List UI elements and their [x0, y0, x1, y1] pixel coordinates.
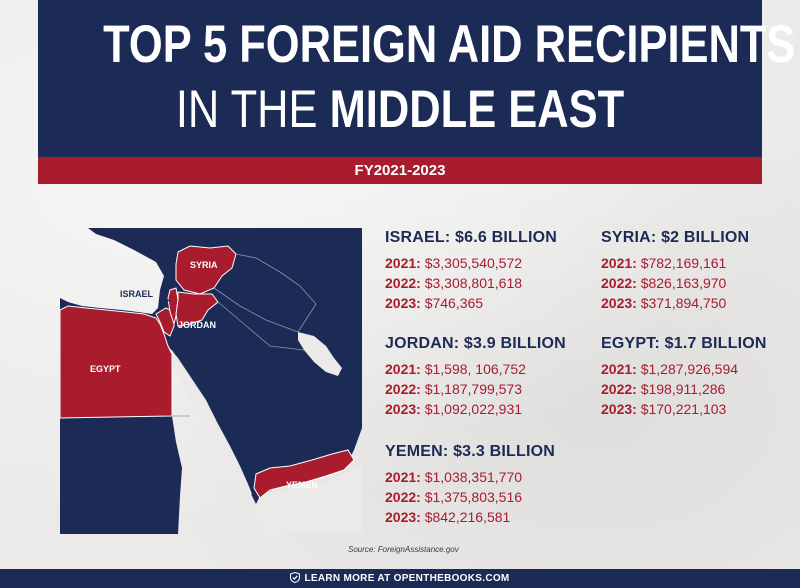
period-banner: FY2021-2023: [38, 157, 762, 184]
jordan-row-2023: 2023: $1,092,022,931: [385, 399, 566, 419]
amount-value: $826,163,970: [640, 275, 727, 291]
map-persian-gulf: [298, 332, 342, 376]
israel-row-2021: 2021: $3,305,540,572: [385, 253, 557, 273]
map-gulf-of-aden: [256, 464, 362, 534]
amount-value: $1,287,926,594: [640, 361, 739, 377]
year-label: 2022:: [385, 489, 421, 505]
israel-row-2022: 2022: $3,308,801,618: [385, 273, 557, 293]
map-label-yemen: YEMEN: [286, 480, 318, 490]
jordan-row-2022: 2022: $1,187,799,573: [385, 379, 566, 399]
title-line-2-bold: MIDDLE EAST: [329, 80, 625, 139]
amount-value: $1,598, 106,752: [424, 361, 526, 377]
map-label-jordan: JORDAN: [178, 320, 216, 330]
amount-value: $1,375,803,516: [424, 489, 523, 505]
source-note: Source: ForeignAssistance.gov: [348, 545, 459, 554]
map-landmass-south: [60, 416, 182, 534]
jordan-row-2021: 2021: $1,598, 106,752: [385, 359, 566, 379]
syria-heading: SYRIA: $2 BILLION: [601, 229, 750, 246]
egypt-heading: EGYPT: $1.7 BILLION: [601, 335, 767, 352]
year-label: 2021:: [385, 255, 421, 271]
shield-check-icon: [290, 571, 301, 584]
israel-aid-block: ISRAEL: $6.6 BILLION 2021: $3,305,540,57…: [385, 228, 557, 313]
amount-value: $1,187,799,573: [424, 381, 523, 397]
map-label-israel: ISRAEL: [120, 289, 154, 299]
amount-value: $3,305,540,572: [424, 255, 523, 271]
year-label: 2022:: [385, 275, 421, 291]
syria-row-2021: 2021: $782,169,161: [601, 253, 749, 273]
israel-heading: ISRAEL: $6.6 BILLION: [385, 229, 558, 246]
title-line-1: TOP 5 FOREIGN AID RECIPIENTS: [103, 15, 796, 74]
yemen-row-2023: 2023: $842,216,581: [385, 507, 555, 527]
egypt-row-2021: 2021: $1,287,926,594: [601, 359, 767, 379]
year-label: 2022:: [385, 381, 421, 397]
title-banner: TOP 5 FOREIGN AID RECIPIENTS IN THE MIDD…: [38, 0, 796, 157]
year-label: 2022:: [601, 381, 637, 397]
map-sinai: [155, 307, 175, 337]
year-label: 2021:: [601, 361, 637, 377]
map-label-syria: SYRIA: [190, 260, 218, 270]
year-label: 2021:: [385, 469, 421, 485]
year-label: 2021:: [601, 255, 637, 271]
yemen-row-2022: 2022: $1,375,803,516: [385, 487, 555, 507]
israel-row-2023: 2023: $746,365: [385, 293, 557, 313]
footer-link-bar[interactable]: LEARN MORE AT OPENTHEBOOKS.COM: [0, 569, 800, 588]
syria-row-2023: 2023: $371,894,750: [601, 293, 749, 313]
year-label: 2023:: [385, 401, 421, 417]
egypt-row-2022: 2022: $198,911,286: [601, 379, 767, 399]
egypt-row-2023: 2023: $170,221,103: [601, 399, 767, 419]
map-jordan: [175, 291, 219, 327]
syria-row-2022: 2022: $826,163,970: [601, 273, 749, 293]
amount-value: $842,216,581: [424, 509, 511, 525]
year-label: 2023:: [601, 295, 637, 311]
title-line-2: IN THE MIDDLE EAST: [103, 79, 697, 141]
map-red-sea: [164, 346, 252, 496]
yemen-heading: YEMEN: $3.3 BILLION: [385, 443, 556, 460]
middle-east-map: SYRIA ISRAEL JORDAN EGYPT YEMEN: [60, 228, 362, 534]
map-borders: [172, 253, 317, 417]
year-label: 2023:: [601, 401, 637, 417]
syria-aid-block: SYRIA: $2 BILLION 2021: $782,169,161 202…: [601, 228, 749, 313]
egypt-aid-block: EGYPT: $1.7 BILLION 2021: $1,287,926,594…: [601, 334, 767, 419]
amount-value: $170,221,103: [640, 401, 727, 417]
year-label: 2021:: [385, 361, 421, 377]
amount-value: $746,365: [424, 295, 484, 311]
yemen-row-2021: 2021: $1,038,351,770: [385, 467, 555, 487]
amount-value: $198,911,286: [640, 381, 726, 397]
amount-value: $1,038,351,770: [424, 469, 523, 485]
map-syria: [175, 245, 237, 295]
year-label: 2023:: [385, 509, 421, 525]
amount-value: $371,894,750: [640, 295, 727, 311]
map-egypt: [60, 305, 173, 419]
year-label: 2023:: [385, 295, 421, 311]
year-label: 2022:: [601, 275, 637, 291]
amount-value: $3,308,801,618: [424, 275, 523, 291]
map-yemen: [253, 449, 355, 499]
israel-pointer-line: [161, 293, 171, 303]
map-label-egypt: EGYPT: [90, 364, 121, 374]
jordan-heading: JORDAN: $3.9 BILLION: [385, 335, 566, 352]
yemen-aid-block: YEMEN: $3.3 BILLION 2021: $1,038,351,770…: [385, 442, 555, 527]
jordan-aid-block: JORDAN: $3.9 BILLION 2021: $1,598, 106,7…: [385, 334, 566, 419]
amount-value: $782,169,161: [640, 255, 727, 271]
footer-link-text[interactable]: LEARN MORE AT OPENTHEBOOKS.COM: [304, 573, 510, 584]
amount-value: $1,092,022,931: [424, 401, 523, 417]
title-line-2-light: IN THE: [175, 80, 318, 139]
